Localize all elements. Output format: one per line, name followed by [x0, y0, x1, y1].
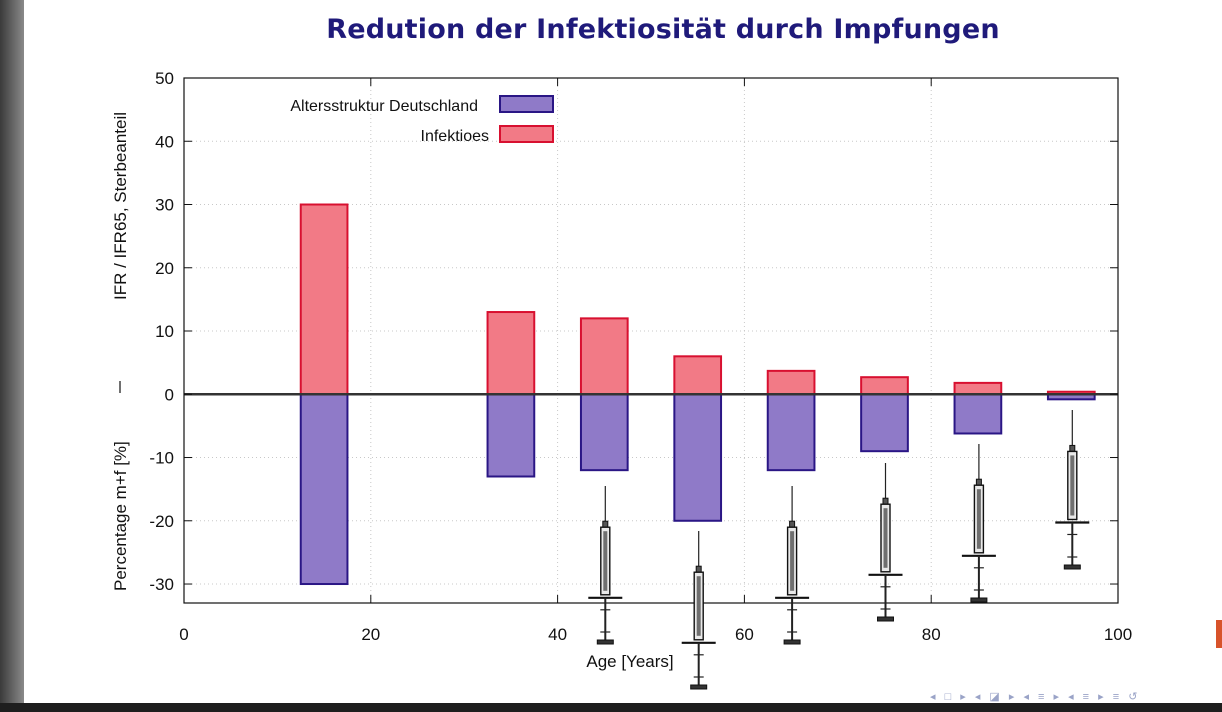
bar-altersstruktur	[299, 393, 349, 586]
bar-altersstruktur	[953, 393, 1003, 435]
slide-title: Redution der Infektiosität durch Impfung…	[326, 14, 1000, 45]
y-tick-label: 20	[155, 259, 174, 278]
bar-infektioes	[953, 381, 1003, 396]
x-tick-label: 80	[922, 625, 941, 644]
bar-altersstruktur	[579, 393, 629, 472]
x-tick-label: 60	[735, 625, 754, 644]
left-photo-strip	[0, 0, 24, 712]
syringe-fluid	[696, 576, 701, 636]
syringe-hub	[975, 478, 982, 486]
x-tick-label: 20	[361, 625, 380, 644]
x-axis-label: Age [Years]	[586, 652, 673, 671]
syringe-thumb-rest	[596, 639, 614, 645]
y-tick-label: 10	[155, 322, 174, 341]
y-tick-label: -20	[149, 512, 174, 531]
beamer-navigation-symbols[interactable]: ◂ □ ▸ ◂ ◪ ▸ ◂ ≡ ▸ ◂ ≡ ▸ ≡ ↺	[930, 691, 1141, 703]
edge-marker	[1216, 620, 1222, 648]
syringe-fluid	[603, 531, 608, 591]
bar-infektioes	[299, 203, 349, 396]
syringe-thumb-rest	[783, 639, 801, 645]
syringe-icon	[1055, 410, 1090, 570]
bottom-bar	[0, 703, 1222, 712]
y-tick-label: -10	[149, 449, 174, 468]
y-tick-label: 0	[165, 385, 174, 404]
legend-swatch-altersstruktur	[499, 95, 554, 113]
syringe-icon	[775, 486, 810, 645]
bar-altersstruktur	[860, 393, 909, 453]
syringe-fluid	[976, 489, 981, 549]
x-tick-label: 100	[1104, 625, 1132, 644]
bars	[299, 203, 1096, 586]
x-tick-label: 0	[179, 625, 188, 644]
legend: Altersstruktur Deutschland Infektioes	[290, 95, 554, 145]
syringe-icon	[588, 486, 623, 645]
bar-infektioes	[766, 369, 816, 396]
y-tick-label: 30	[155, 196, 174, 215]
y-tick-label: 50	[155, 69, 174, 88]
syringe-fluid	[790, 531, 795, 591]
syringe-hub	[789, 520, 796, 528]
x-tick-label: 40	[548, 625, 567, 644]
syringe-thumb-rest	[1063, 564, 1081, 570]
bar-infektioes	[673, 355, 723, 396]
legend-label-infektioes: Infektioes	[421, 128, 489, 145]
syringe-icon	[681, 531, 716, 690]
syringe-icon	[868, 463, 903, 622]
syringe-thumb-rest	[970, 597, 988, 603]
syringe-fluid	[1070, 455, 1075, 516]
bar-infektioes	[486, 311, 536, 396]
bar-altersstruktur	[486, 393, 536, 478]
syringe-hub	[602, 520, 609, 528]
legend-label-altersstruktur: Altersstruktur Deutschland	[290, 98, 478, 115]
y-axis-label-top: IFR / IFR65, Sterbeanteil	[111, 112, 130, 300]
bar-altersstruktur	[673, 393, 723, 522]
y-tick-label: -30	[149, 575, 174, 594]
syringe-hub	[1069, 444, 1076, 452]
y-tick-label: 40	[155, 132, 174, 151]
syringe-icon	[961, 444, 996, 603]
syringe-hub	[695, 565, 702, 573]
plot-frame	[183, 77, 1119, 604]
legend-swatch-infektioes	[499, 125, 554, 143]
bar-altersstruktur	[766, 393, 816, 472]
syringe-thumb-rest	[690, 684, 708, 690]
syringe-thumb-rest	[877, 616, 894, 622]
syringe-fluid	[883, 508, 888, 568]
y-axis-label-bottom: Percentage m+f [%]	[111, 441, 130, 591]
syringe-hub	[882, 497, 889, 505]
bar-infektioes	[860, 376, 909, 396]
bar-infektioes	[579, 317, 629, 396]
syringe-icons	[588, 410, 1090, 690]
